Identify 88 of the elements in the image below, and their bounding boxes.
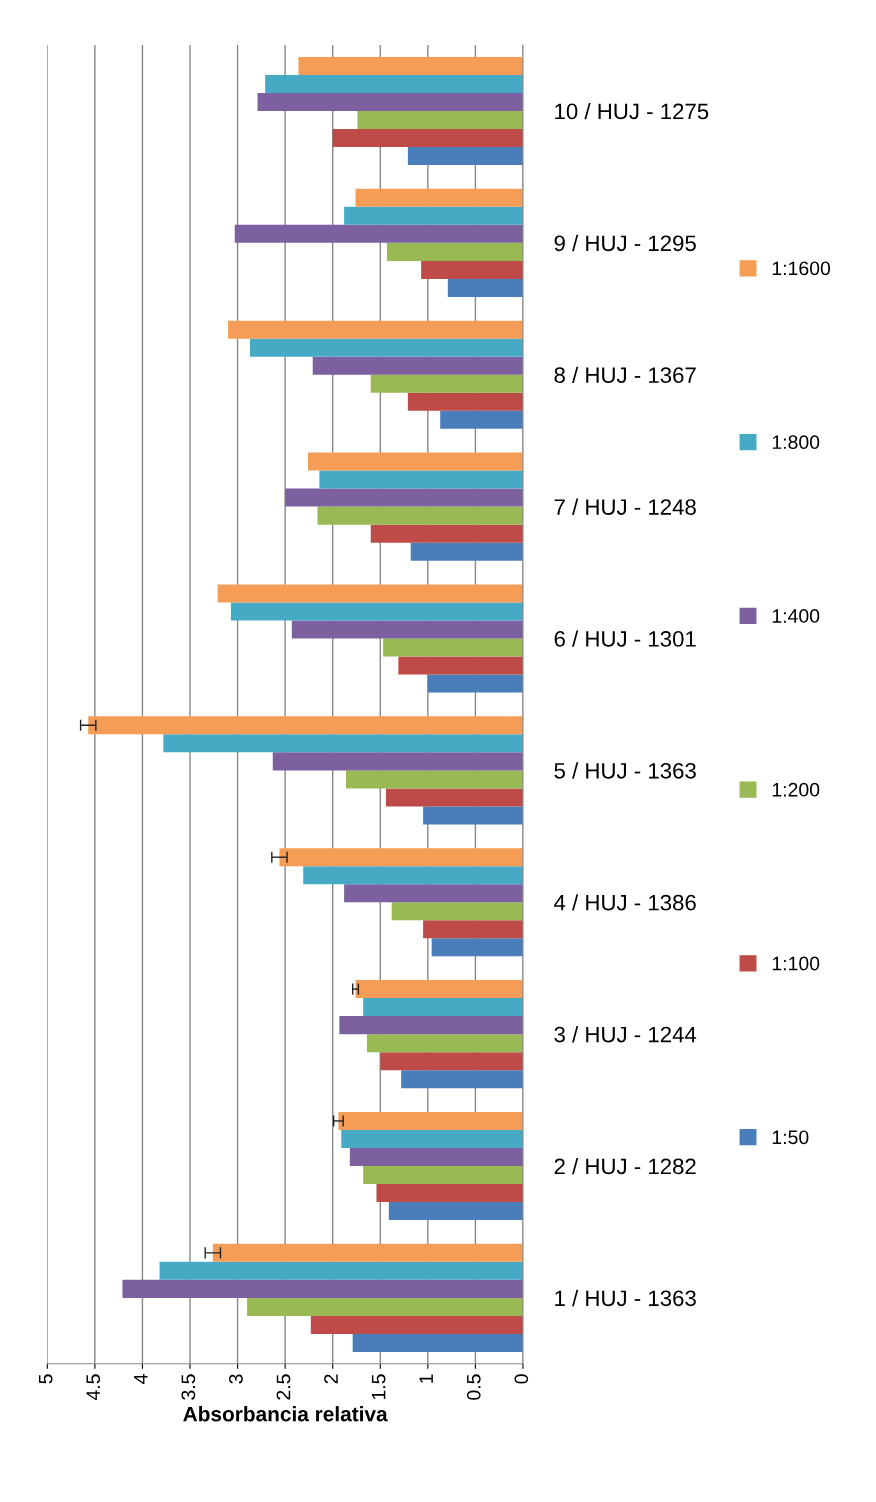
bar (385, 788, 523, 807)
bar (228, 320, 523, 339)
bar (376, 1184, 523, 1203)
bar (386, 242, 523, 261)
legend-label: 1:200 (772, 782, 820, 797)
legend-label: 1:100 (772, 956, 820, 971)
bar (312, 356, 523, 375)
x-tick-label: 0 (514, 1374, 529, 1384)
bar (401, 1070, 523, 1089)
bar (310, 1315, 523, 1334)
legend-label: 1:50 (772, 1130, 809, 1145)
bar (122, 1279, 523, 1298)
y-tick-label: 5 / HUJ - 1363 (554, 762, 696, 779)
bar (285, 488, 523, 507)
bar (265, 74, 523, 93)
x-tick-label: 4.5 (86, 1374, 101, 1401)
bar (338, 1111, 523, 1130)
x-tick-label: 1.5 (371, 1374, 386, 1400)
y-tick-label: 7 / HUJ - 1248 (554, 498, 696, 515)
bar (234, 224, 523, 243)
x-tick-label: 4 (134, 1374, 148, 1384)
x-tick-label: 0.5 (466, 1374, 481, 1400)
bar (388, 1202, 523, 1221)
y-tick-label: 10 / HUJ - 1275 (555, 102, 709, 120)
bar (217, 584, 523, 603)
bar (272, 752, 523, 771)
bar (344, 884, 523, 903)
bar (355, 188, 523, 207)
x-tick-label: 1 (419, 1374, 433, 1383)
bar (423, 806, 523, 825)
legend-label: 1:400 (772, 609, 820, 623)
bar (370, 374, 523, 393)
y-tick-label: 6 / HUJ - 1301 (554, 630, 696, 647)
bar (352, 1333, 523, 1352)
bar (355, 980, 523, 999)
x-tick-label: 5 (38, 1374, 53, 1384)
bar (291, 620, 523, 639)
bar (341, 1129, 523, 1148)
bar (363, 998, 523, 1017)
bar (159, 1261, 523, 1280)
bar (257, 92, 523, 111)
x-tick-label: 3 (229, 1374, 243, 1384)
x-tick-label: 3.5 (181, 1374, 196, 1400)
bar (447, 278, 523, 297)
bar (423, 920, 523, 939)
bar (303, 866, 523, 885)
y-tick-label: 4 / HUJ - 1386 (554, 894, 696, 911)
bar (307, 452, 523, 471)
bar (332, 129, 523, 148)
bar (349, 1147, 523, 1166)
y-tick-label: 2 / HUJ - 1282 (554, 1157, 696, 1175)
legend-label: 1:800 (772, 435, 820, 450)
bar (383, 638, 523, 657)
bar (212, 1243, 523, 1262)
y-tick-label: 3 / HUJ - 1244 (554, 1026, 697, 1043)
bar (380, 1052, 523, 1071)
bar (366, 1034, 523, 1053)
bar (421, 260, 523, 279)
bar (427, 674, 523, 693)
bar (163, 734, 523, 753)
bar (410, 542, 523, 561)
bar (363, 1166, 523, 1185)
bar (407, 147, 523, 166)
bar (247, 1297, 523, 1316)
bar (298, 56, 523, 75)
bar (88, 716, 523, 735)
bar (407, 392, 523, 411)
bar (346, 770, 523, 789)
bar (319, 470, 523, 489)
x-axis-title: Absorbancia relativa (183, 1406, 388, 1422)
x-tick-label: 2.5 (276, 1374, 291, 1400)
bar (391, 902, 523, 921)
bar (344, 206, 523, 225)
bar (398, 656, 523, 675)
bar (279, 848, 523, 867)
y-tick-label: 8 / HUJ - 1367 (554, 366, 696, 384)
bar (431, 938, 523, 957)
y-tick-label: 1 / HUJ - 1363 (555, 1289, 696, 1307)
bar (339, 1016, 523, 1035)
legend-label: 1:1600 (772, 261, 831, 276)
x-tick-label: 2 (324, 1374, 338, 1384)
bar (249, 338, 523, 357)
bar (317, 506, 523, 525)
bar (230, 602, 523, 621)
bar (370, 524, 523, 543)
bar (357, 111, 523, 130)
bar (440, 410, 523, 429)
y-tick-label: 9 / HUJ - 1295 (554, 234, 696, 252)
